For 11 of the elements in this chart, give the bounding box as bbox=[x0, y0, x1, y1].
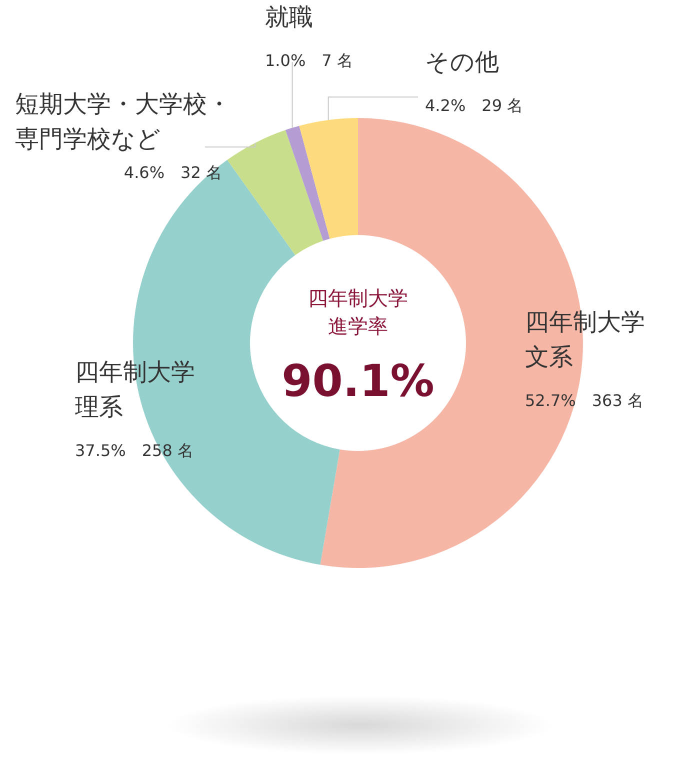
slice-label: 就職 bbox=[265, 3, 313, 31]
slice-label: 短期大学・大学校・専門学校など bbox=[15, 90, 231, 153]
data-label: 1.0% 7 名 bbox=[265, 51, 353, 70]
data-label: 37.5% 258 名 bbox=[75, 441, 194, 460]
text: 四年制大学進学率 bbox=[308, 286, 408, 338]
text: 90.1% bbox=[282, 356, 434, 407]
slice-label: 四年制大学理系 bbox=[75, 358, 195, 421]
data-label: 4.2% 29 名 bbox=[425, 96, 524, 115]
slice-label: 四年制大学文系 bbox=[525, 308, 645, 371]
data-label: 52.7% 363 名 bbox=[525, 391, 644, 410]
slice-label: その他 bbox=[425, 48, 499, 76]
